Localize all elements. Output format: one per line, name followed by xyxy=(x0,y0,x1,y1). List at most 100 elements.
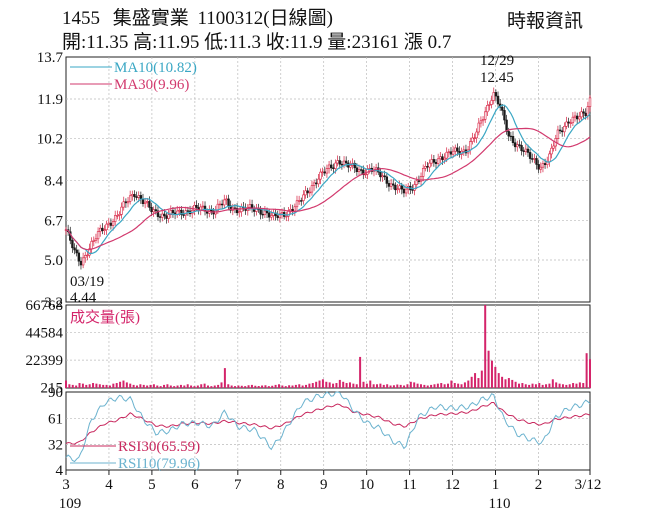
candle-body xyxy=(516,144,519,148)
stock-code: 1455 xyxy=(62,8,100,29)
volume-bar xyxy=(240,385,243,388)
volume-bar xyxy=(186,384,189,388)
volume-bar xyxy=(301,385,304,388)
volume-bar xyxy=(308,383,311,388)
candle-body xyxy=(584,112,587,117)
volume-bar xyxy=(125,382,128,388)
y-tick-label: 32 xyxy=(48,438,63,454)
candle-body xyxy=(353,162,356,169)
volume-bar xyxy=(274,384,277,388)
candle-body xyxy=(411,189,414,191)
candle-body xyxy=(398,185,401,190)
volume-bar xyxy=(223,368,226,388)
candle-body xyxy=(389,183,393,187)
candle-body xyxy=(387,183,391,187)
volume-bar xyxy=(436,383,439,388)
chart-date-label: 1100312(日線圖) xyxy=(197,8,333,29)
candle-body xyxy=(417,180,421,182)
volume-bar xyxy=(206,385,209,388)
volume-bar xyxy=(190,385,193,388)
candle-body xyxy=(315,182,318,185)
volume-bar xyxy=(119,381,122,388)
candle-body xyxy=(293,206,297,212)
rsi-panel xyxy=(65,391,591,463)
volume-bar xyxy=(578,382,581,388)
volume-bar xyxy=(108,385,111,388)
candle-body xyxy=(518,144,521,146)
volume-bar xyxy=(480,370,483,388)
volume-bar xyxy=(173,386,176,388)
low-date-annotation: 03/19 xyxy=(70,274,104,290)
candle-body xyxy=(535,158,538,165)
candle-body xyxy=(148,201,151,208)
volume-bar xyxy=(176,385,179,388)
candle-body xyxy=(325,168,329,174)
candle-body xyxy=(75,249,78,254)
x-tick-label: 3 xyxy=(62,477,70,493)
candle-body xyxy=(558,129,562,132)
volume-bar xyxy=(453,383,456,388)
candle-body xyxy=(238,211,241,214)
volume-bar xyxy=(382,384,385,388)
candle-body xyxy=(548,153,551,162)
volume-bar xyxy=(392,385,395,388)
candle-body xyxy=(186,210,190,212)
candle-body xyxy=(507,131,510,137)
candle-body xyxy=(424,166,427,169)
candle-body xyxy=(563,125,566,133)
candle-body xyxy=(473,137,476,139)
candle-body xyxy=(128,195,132,202)
candle-body xyxy=(265,210,269,214)
volume-bar xyxy=(514,381,517,388)
candle-body xyxy=(582,111,585,114)
candle-body xyxy=(139,195,143,200)
candle-body xyxy=(304,190,307,196)
volume-bar xyxy=(271,385,274,388)
candle-body xyxy=(321,171,324,173)
volume-bar xyxy=(463,382,466,388)
candle-body xyxy=(291,208,294,212)
volume-bar xyxy=(105,384,108,388)
volume-bar xyxy=(135,385,138,388)
candle-body xyxy=(434,161,438,164)
candle-body xyxy=(441,156,444,161)
candle-body xyxy=(312,182,316,186)
candle-body xyxy=(486,105,489,113)
x-year-label: 109 xyxy=(59,496,82,512)
candle-body xyxy=(122,201,125,208)
x-tick-label: 2 xyxy=(535,477,543,493)
candle-body xyxy=(571,116,575,124)
volume-bar xyxy=(521,383,524,388)
volume-bar xyxy=(352,383,355,388)
panel-frame xyxy=(65,56,591,303)
candle-body xyxy=(421,168,425,177)
volume-bar xyxy=(355,384,358,388)
volume-bar xyxy=(112,383,115,388)
x-tick-label: 10 xyxy=(359,477,374,493)
volume-bar xyxy=(183,385,186,388)
candle-body xyxy=(475,131,478,139)
volume-bar xyxy=(501,376,504,388)
candle-body xyxy=(135,196,138,198)
candle-body xyxy=(319,171,322,180)
candle-body xyxy=(73,247,76,251)
candle-body xyxy=(454,147,457,152)
candle-body xyxy=(248,204,252,208)
candle-body xyxy=(565,121,568,127)
volume-bar xyxy=(247,385,250,388)
y-tick-label: 22399 xyxy=(26,353,64,369)
candle-body xyxy=(94,238,98,241)
volume-bar xyxy=(389,385,392,388)
volume-bar xyxy=(386,384,389,388)
y-tick-label: 8.4 xyxy=(44,174,63,190)
candle-body xyxy=(383,175,386,178)
candle-body xyxy=(297,200,301,202)
candle-body xyxy=(496,95,500,105)
volume-bar xyxy=(244,386,247,388)
y-tick-label: 3.2 xyxy=(44,295,63,311)
volume-bar xyxy=(335,383,338,388)
rsi10-legend-label: RSI10(79.96) xyxy=(118,456,200,472)
candle-body xyxy=(439,156,442,160)
candle-body xyxy=(573,115,577,118)
candle-body xyxy=(456,147,459,152)
